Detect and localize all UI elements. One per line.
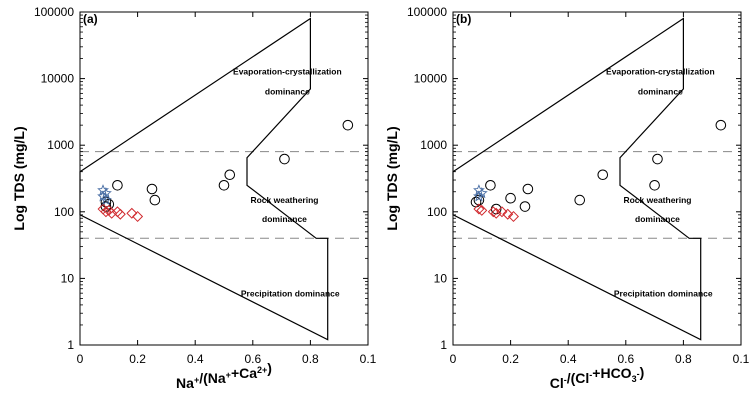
x-tick-label: 0.8: [302, 352, 319, 366]
region-label-rock-1: Rock weathering: [623, 195, 691, 205]
x-axis-title-part: /(Cl: [567, 370, 590, 386]
region-label-precipitation: Precipitation dominance: [241, 288, 340, 298]
panel-label: (b): [456, 12, 471, 26]
data-point-circle: [103, 198, 115, 210]
region-label-rock-2: dominance: [635, 214, 680, 224]
panel-b: 1 10 100 1000 10000 100000 0 0.2 0.4 0.6 0.8 0.1 (b)…: [384, 5, 750, 391]
y-tick-label: 1: [440, 338, 447, 352]
region-label-evaporation-1: Evaporation-crystallization: [606, 67, 715, 77]
data-point-diamond: [476, 204, 488, 216]
x-axis-title-part: +: [226, 370, 231, 380]
panel-a: 1 10 100 1000 10000 100000 0 0.2 0.4 0.6 0.8 0.1 (a)…: [11, 5, 377, 391]
data-point-circle: [224, 169, 236, 181]
x-axis-title-part: +HCO: [592, 365, 631, 381]
x-axis-title-part: +Ca: [231, 365, 257, 381]
gibbs-boundary: [79, 17, 329, 341]
data-point-circle: [149, 194, 161, 206]
data-point-circle: [597, 169, 609, 181]
data-point-diamond: [502, 208, 514, 220]
x-tick-label: 0.8: [675, 352, 692, 366]
x-axis-title: Na+/(Na++Ca2+): [176, 360, 272, 391]
data-point-diamond: [126, 207, 138, 219]
y-tick-label: 1: [67, 338, 74, 352]
y-tick-label: 1000: [47, 138, 74, 152]
y-axis-title: Log TDS (mg/L): [11, 126, 27, 230]
region-label-evaporation-1: Evaporation-crystallization: [233, 67, 342, 77]
data-point-diamond: [496, 206, 508, 218]
data-point-circle: [485, 179, 496, 191]
x-axis-title-part: 3: [632, 374, 637, 384]
y-tick-label: 1000: [420, 138, 447, 152]
y-tick-label: 100: [427, 205, 447, 219]
data-point-circle: [112, 179, 123, 191]
x-tick-label: 0.4: [560, 352, 577, 366]
data-point-diamond: [100, 206, 112, 218]
data-point-circle: [279, 153, 290, 165]
region-label-rock-1: Rock weathering: [250, 195, 318, 205]
x-axis-title-part: ): [267, 360, 272, 376]
y-tick-label: 10000: [414, 72, 448, 86]
x-axis-title-part: ): [640, 364, 645, 380]
y-tick-label: 100: [54, 205, 74, 219]
x-axis-title-part: -: [637, 369, 640, 379]
data-point-diamond: [507, 210, 519, 223]
data-point-circle: [652, 153, 663, 165]
data-point-circle: [522, 183, 534, 195]
y-tick-label: 10: [434, 271, 448, 285]
x-axis-title-part: 2+: [257, 365, 267, 375]
data-point-diamond: [132, 210, 144, 223]
y-tick-label: 100000: [407, 5, 447, 19]
x-axis-title: Cl-/(Cl-+HCO3-): [550, 364, 645, 391]
data-point-diamond: [106, 207, 118, 219]
data-point-circle: [146, 183, 158, 195]
data-point-circle: [342, 119, 354, 131]
panel-label: (a): [83, 12, 98, 26]
x-axis-title-part: Cl: [550, 375, 564, 391]
x-tick-label: 0.2: [502, 352, 519, 366]
gibbs-boundary: [452, 17, 702, 341]
data-point-star: [473, 190, 485, 202]
data-point-diamond: [490, 207, 502, 219]
x-tick-label: 0.1: [360, 352, 377, 366]
region-label-precipitation: Precipitation dominance: [614, 288, 713, 298]
x-tick-label: 0.2: [129, 352, 146, 366]
region-label-evaporation-2: dominance: [265, 87, 310, 97]
region-label-rock-2: dominance: [262, 214, 307, 224]
data-point-circle: [218, 179, 230, 191]
data-point-diamond: [487, 206, 499, 218]
y-tick-label: 10: [61, 271, 75, 285]
x-tick-label: 0.6: [244, 352, 261, 366]
data-point-star: [100, 193, 112, 206]
data-point-circle: [519, 201, 531, 212]
data-point-circle: [715, 119, 727, 131]
data-point-circle: [649, 179, 660, 191]
x-tick-label: 0: [77, 352, 84, 366]
y-tick-label: 10000: [41, 72, 75, 86]
x-tick-label: 0: [450, 352, 457, 366]
x-axis-title-part: /(Na: [199, 370, 226, 386]
x-axis-title-part: -: [564, 375, 567, 385]
data-point-diamond: [473, 203, 485, 215]
x-axis-title-part: -: [589, 370, 592, 380]
data-point-circle: [505, 192, 516, 204]
y-tick-label: 100000: [34, 5, 74, 19]
x-axis-title-part: +: [194, 375, 199, 385]
data-point-star: [475, 186, 488, 199]
x-tick-label: 0.1: [733, 352, 750, 366]
x-tick-label: 0.4: [187, 352, 204, 366]
data-point-circle: [574, 194, 586, 206]
data-point-diamond: [114, 208, 126, 220]
region-label-evaporation-2: dominance: [638, 87, 683, 97]
y-axis-title: Log TDS (mg/L): [384, 126, 400, 230]
x-tick-label: 0.6: [617, 352, 634, 366]
x-axis-title-part: Na: [176, 375, 194, 391]
